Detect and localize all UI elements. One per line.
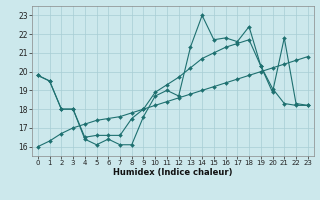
X-axis label: Humidex (Indice chaleur): Humidex (Indice chaleur) bbox=[113, 168, 233, 177]
